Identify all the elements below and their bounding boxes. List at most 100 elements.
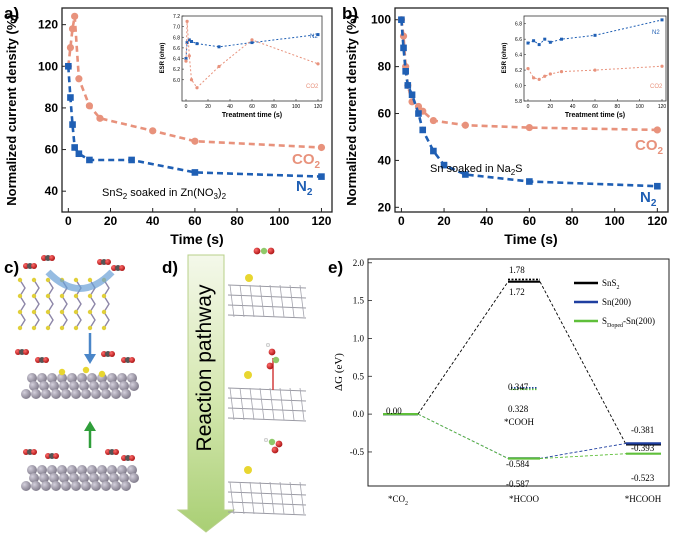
sn-atom bbox=[97, 465, 107, 475]
oxygen-atom bbox=[113, 449, 119, 455]
sn-atom bbox=[59, 381, 69, 391]
inset-y-tick-label: 5.8 bbox=[515, 99, 522, 105]
sulfur-dopant bbox=[98, 370, 106, 378]
inset-x-tick-label: 100 bbox=[292, 104, 301, 110]
inset-ylabel-a: ESR (ohm) bbox=[160, 43, 166, 74]
data-point-n2 bbox=[318, 173, 325, 180]
oxygen-atom bbox=[119, 265, 125, 271]
y-tick-label: 100 bbox=[371, 13, 391, 27]
sulfur-atom bbox=[87, 325, 93, 331]
sulfur-atom bbox=[31, 325, 37, 331]
inset-point-n2 bbox=[560, 37, 563, 41]
inset-y-tick-label: 6.4 bbox=[515, 53, 522, 59]
lattice-line bbox=[227, 314, 307, 319]
lattice-line bbox=[299, 284, 305, 318]
sn-atom bbox=[41, 481, 51, 491]
lattice-line bbox=[227, 304, 307, 309]
sn-atom bbox=[71, 389, 81, 399]
sulfur-atom bbox=[73, 309, 79, 315]
reaction-pathway-label: Reaction pathway bbox=[193, 284, 216, 451]
series-group-b bbox=[397, 16, 661, 190]
data-point-n2 bbox=[408, 91, 416, 99]
sulfur-dopant bbox=[58, 368, 66, 376]
sulfur-atom bbox=[73, 293, 79, 299]
inset-point-co2 bbox=[526, 66, 530, 71]
x-axis-label-a: Time (s) bbox=[170, 231, 223, 247]
x-tick-label: 100 bbox=[269, 214, 289, 228]
y-axis-label-a: Normalized current density (%) bbox=[4, 14, 19, 205]
inset-y-tick-label: 6.6 bbox=[173, 46, 180, 52]
legend-label: SnS2 bbox=[602, 278, 620, 291]
x-tick-label: 60 bbox=[523, 214, 537, 228]
sulfur-atom bbox=[101, 325, 107, 331]
inset-y-tick-label: 6.8 bbox=[515, 22, 522, 28]
state-label: *HCOOH bbox=[625, 494, 662, 504]
arrow-green-head bbox=[84, 421, 96, 431]
label-hcooh-b: -0.393 bbox=[631, 443, 655, 453]
inset-point-co2 bbox=[189, 78, 194, 82]
sn-atom bbox=[39, 381, 49, 391]
curved-arrow-top bbox=[45, 269, 115, 292]
lattice-line bbox=[259, 481, 265, 515]
oxygen-atom bbox=[129, 455, 135, 461]
sn-atom bbox=[99, 381, 109, 391]
lattice-line bbox=[227, 481, 307, 486]
inset-point-n2 bbox=[195, 42, 199, 46]
x-tick-label: 100 bbox=[605, 214, 625, 228]
inset-point-co2 bbox=[537, 77, 541, 81]
lattice-line bbox=[269, 387, 275, 421]
sn-atom bbox=[81, 389, 91, 399]
data-point-n2 bbox=[419, 126, 427, 134]
sn-atom bbox=[67, 373, 77, 383]
sn-atom bbox=[111, 481, 121, 491]
sulfur-atom bbox=[244, 466, 252, 474]
sn-atom bbox=[127, 373, 137, 383]
lattice-line bbox=[229, 387, 235, 421]
sn-atom bbox=[49, 381, 59, 391]
sn-atom bbox=[69, 473, 79, 483]
sn-atom bbox=[91, 389, 101, 399]
state-label-sub: 2 bbox=[405, 501, 408, 507]
connector-sns2 bbox=[539, 281, 627, 445]
inset-point-co2 bbox=[531, 76, 536, 80]
label-cooh-state: *COOH bbox=[504, 417, 535, 427]
lattice-line bbox=[279, 284, 285, 318]
inset-label-n2-a: N2 bbox=[310, 34, 318, 40]
y-tick-label: 40 bbox=[45, 184, 59, 198]
x-tick-label: 120 bbox=[647, 214, 667, 228]
lattice-line bbox=[227, 511, 307, 516]
state-label-main: *HCOOH bbox=[625, 494, 662, 504]
sn-atom bbox=[117, 465, 127, 475]
x-tick-label: 120 bbox=[311, 214, 331, 228]
inset-ylabel-b: ESR (ohm) bbox=[502, 43, 508, 74]
sulfur-atom bbox=[101, 309, 107, 315]
inset-point-n2 bbox=[543, 37, 547, 41]
y-tick-label: 40 bbox=[378, 153, 392, 167]
series-line-co2 bbox=[67, 16, 322, 149]
inset-point-n2 bbox=[190, 40, 193, 43]
x-tick-label: 20 bbox=[437, 214, 451, 228]
inset-point-n2 bbox=[187, 38, 191, 42]
inset-point-co2 bbox=[195, 86, 199, 90]
lattice-line bbox=[249, 387, 255, 421]
sn-atom bbox=[47, 465, 57, 475]
data-point-n2 bbox=[654, 182, 661, 190]
oxygen-atom bbox=[267, 247, 275, 255]
sn-atom bbox=[107, 373, 117, 383]
y-tick-label: 0.0 bbox=[353, 409, 365, 419]
chart-panel-a: 0 20 40 60 80 100 120 40 60 80 100 120 Time (s) No… bbox=[4, 7, 333, 247]
inset-ticks-a: 0 20 40 60 80 100 120 6.0 6.2 6.4 6.6 6.8 7.0 7.2 bbox=[173, 14, 322, 110]
series-line-n2 bbox=[400, 19, 658, 188]
layer-chain bbox=[47, 279, 54, 329]
connector-sdoped-sn(200) bbox=[539, 453, 627, 459]
schematic-panel-c bbox=[15, 255, 139, 491]
label-cooh-high: 0.347 bbox=[508, 382, 529, 392]
sn-atom bbox=[49, 473, 59, 483]
atomic-structures bbox=[227, 247, 307, 516]
lattice-line bbox=[269, 481, 275, 515]
sulfur-atom bbox=[17, 293, 23, 299]
sulfur-atom bbox=[87, 293, 93, 299]
y-tick-label: 20 bbox=[378, 200, 392, 214]
sulfur-atom bbox=[31, 309, 37, 315]
y-tick-label: 60 bbox=[45, 143, 59, 157]
